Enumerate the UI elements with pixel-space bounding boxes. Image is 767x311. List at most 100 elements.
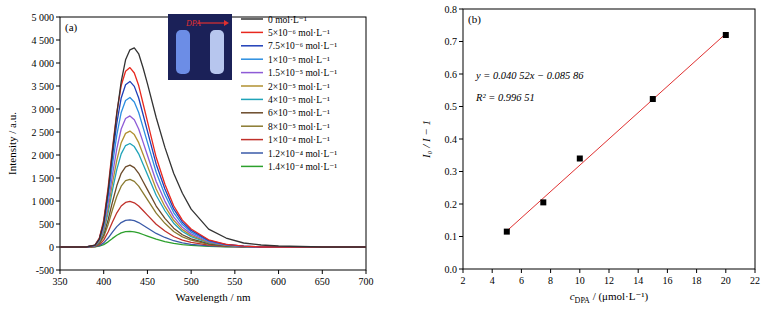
y-tick-label: 0.3: [445, 166, 458, 177]
y-tick: [56, 17, 60, 18]
y-axis-label: Intensity / a.u.: [6, 112, 18, 175]
y-tick: [459, 171, 463, 172]
x-tick: [60, 270, 61, 274]
legend-swatch: [241, 166, 263, 168]
legend-label: 5×10⁻⁶ mol·L⁻¹: [268, 28, 330, 38]
plot-frame: [60, 17, 366, 270]
y-tick: [459, 236, 463, 237]
inset-label: DPA: [185, 19, 201, 28]
legend-label: 8×10⁻⁵ mol·L⁻¹: [268, 122, 330, 132]
x-tick-label: 14: [633, 275, 643, 286]
panel-1: 2468101214161820220.00.10.20.30.40.50.60…: [420, 4, 760, 306]
y-tick-label: 0.5: [445, 101, 458, 112]
x-tick-label: 6: [519, 275, 524, 286]
legend-swatch: [241, 32, 263, 34]
y-tick-label: 4 000: [32, 58, 55, 69]
x-tick: [521, 269, 522, 273]
x-tick: [103, 270, 104, 274]
x-tick: [234, 270, 235, 274]
panel-0: 350400450500550600650700-50005001 0001 5…: [6, 12, 374, 304]
x-axis-label: cDPA / (μmol·L⁻¹): [570, 290, 649, 305]
x-tick-label: 10: [575, 275, 585, 286]
x-tick: [147, 270, 148, 274]
y-tick-label: 2 500: [32, 127, 55, 138]
x-tick-label: 12: [604, 275, 614, 286]
legend-label: 7.5×10⁻⁶ mol·L⁻¹: [268, 41, 337, 51]
y-tick: [459, 9, 463, 10]
y-tick-label: 0.6: [445, 69, 458, 80]
x-tick: [667, 269, 668, 273]
fit-line: [507, 34, 726, 231]
y-tick: [459, 204, 463, 205]
inset-arrow: [198, 22, 224, 23]
x-tick-label: 18: [692, 275, 702, 286]
y-tick: [459, 139, 463, 140]
inset-photo: DPA: [168, 14, 232, 80]
annotation: R² = 0.996 51: [475, 92, 535, 103]
legend-label: 1.5×10⁻⁵ mol·L⁻¹: [268, 68, 337, 78]
x-tick-label: 400: [96, 276, 111, 287]
y-tick-label: 1 500: [32, 173, 55, 184]
y-tick-label: 5 000: [32, 12, 55, 23]
y-tick-label: 3 000: [32, 104, 55, 115]
spectrum-line: [60, 131, 366, 247]
panel-title: (a): [65, 21, 78, 34]
legend-swatch: [241, 139, 263, 141]
legend-label: 4×10⁻⁵ mol·L⁻¹: [268, 95, 330, 105]
x-axis-label: Wavelength / nm: [176, 291, 251, 303]
x-tick: [638, 269, 639, 273]
y-tick: [459, 74, 463, 75]
legend-swatch: [241, 152, 263, 154]
legend-label: 1×10⁻⁴ mol·L⁻¹: [268, 135, 330, 145]
legend-label: 1.4×10⁻⁴ mol·L⁻¹: [268, 162, 337, 172]
data-point: [504, 229, 510, 235]
y-tick: [56, 247, 60, 248]
legend-swatch: [241, 99, 263, 101]
data-point: [577, 156, 583, 162]
spectrum-line: [60, 81, 366, 247]
y-tick-label: 0: [49, 242, 54, 253]
x-tick: [278, 270, 279, 274]
x-tick-label: 550: [227, 276, 242, 287]
y-tick: [459, 269, 463, 270]
x-tick: [755, 269, 756, 273]
legend-swatch: [241, 18, 263, 20]
spectrum-line: [60, 98, 366, 248]
x-tick: [696, 269, 697, 273]
legend-label: 1.2×10⁻⁴ mol·L⁻¹: [268, 149, 337, 159]
y-tick-label: 2 000: [32, 150, 55, 161]
data-point: [723, 32, 729, 38]
x-tick-label: 350: [53, 276, 68, 287]
legend-swatch: [241, 85, 263, 87]
x-tick-label: 2: [461, 275, 466, 286]
inset-bg: [168, 14, 232, 80]
x-tick: [609, 269, 610, 273]
y-tick: [56, 86, 60, 87]
vial: [210, 30, 224, 74]
data-group: [504, 32, 729, 235]
y-tick-label: -500: [36, 265, 54, 276]
legend-swatch: [241, 125, 263, 127]
y-tick: [459, 106, 463, 107]
y-tick-label: 500: [39, 219, 54, 230]
label-part: / (μmol·L⁻¹): [590, 290, 649, 303]
y-tick: [56, 224, 60, 225]
x-tick-label: 700: [359, 276, 374, 287]
inset-arrowhead: [224, 20, 229, 26]
spectrum-line: [60, 68, 366, 247]
x-tick-label: 500: [184, 276, 199, 287]
legend-swatch: [241, 45, 263, 47]
x-tick-label: 450: [140, 276, 155, 287]
x-tick: [550, 269, 551, 273]
data-point: [540, 199, 546, 205]
y-tick-label: 4 500: [32, 35, 55, 46]
y-tick: [56, 155, 60, 156]
legend-label: 0 mol·L⁻¹: [268, 15, 307, 25]
legend-swatch: [241, 72, 263, 74]
legend-swatch: [241, 112, 263, 114]
y-tick-label: 3 500: [32, 81, 55, 92]
x-tick: [463, 269, 464, 273]
y-tick: [56, 270, 60, 271]
y-tick: [56, 201, 60, 202]
spectrum-line: [60, 116, 366, 247]
